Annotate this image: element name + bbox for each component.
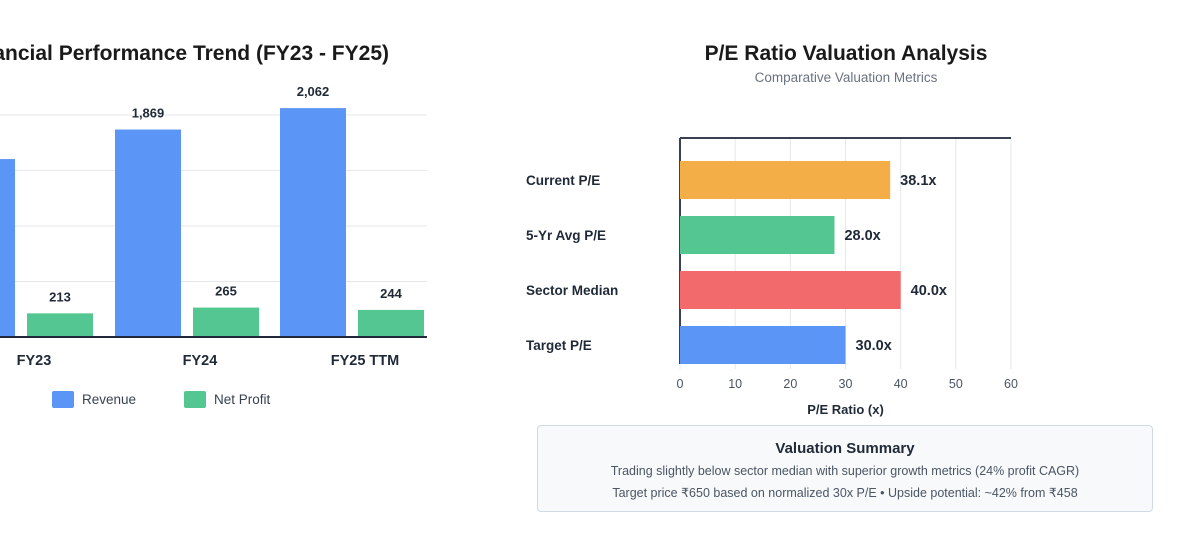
- bar-net-profit-fy25-ttm: [358, 309, 424, 337]
- x-tick-label-0: 0: [677, 377, 684, 391]
- data-label-net-profit-fy24: 265: [215, 284, 237, 299]
- valuation-summary-line-2: Target price ₹650 based on normalized 30…: [612, 486, 1078, 500]
- legend-revenue: Revenue: [52, 391, 136, 408]
- bar-revenue-fy24: [115, 129, 181, 337]
- bar-net-profit-fy24: [193, 307, 259, 337]
- data-label-5-yr-avg-p-e: 28.0x: [844, 228, 880, 244]
- valuation-summary-title: Valuation Summary: [775, 440, 915, 457]
- bar-revenue-fy25-ttm: [280, 108, 346, 337]
- legend-revenue-swatch: [52, 391, 74, 408]
- bar-net-profit-fy23: [27, 313, 93, 337]
- x-tick-label-20: 20: [783, 377, 797, 391]
- data-label-net-profit-fy23: 213: [49, 289, 71, 304]
- bar-current-p-e: [680, 161, 891, 199]
- x-tick-label-fy25-ttm: FY25 TTM: [331, 353, 399, 369]
- y-tick-label-5-yr-avg-p-e: 5-Yr Avg P/E: [526, 228, 606, 243]
- legend-net-profit: Net Profit: [184, 391, 270, 408]
- y-tick-label-sector-median: Sector Median: [526, 283, 618, 298]
- bar-sector-median: [680, 271, 901, 309]
- right-chart-subtitle: Comparative Valuation Metrics: [754, 70, 938, 85]
- pe-bar-chart: 0 10 20 30 40 50 60 38.1x Current P/E 28.0x 5-Yr A…: [526, 137, 1018, 417]
- y-tick-label-target-p-e: Target P/E: [526, 338, 592, 353]
- right-chart-title: P/E Ratio Valuation Analysis: [704, 42, 988, 65]
- legend-net-profit-label: Net Profit: [214, 392, 271, 407]
- data-label-revenue-fy24: 1,869: [132, 106, 165, 121]
- legend-revenue-label: Revenue: [82, 392, 137, 407]
- data-label-net-profit-fy25-ttm: 244: [380, 286, 402, 301]
- x-tick-label-10: 10: [728, 377, 742, 391]
- data-label-revenue-fy25-ttm: 2,062: [297, 84, 330, 99]
- x-tick-label-fy23: FY23: [17, 353, 52, 369]
- x-tick-label-30: 30: [839, 377, 853, 391]
- valuation-summary-box: Valuation Summary Trading slightly below…: [537, 425, 1153, 512]
- data-label-sector-median: 40.0x: [911, 283, 947, 299]
- x-tick-label-50: 50: [949, 377, 963, 391]
- bar-target-p-e: [680, 326, 846, 364]
- bar-revenue-fy23: [0, 159, 15, 337]
- data-label-current-p-e: 38.1x: [900, 173, 936, 189]
- left-chart-title: Financial Performance Trend (FY23 - FY25…: [0, 42, 389, 65]
- x-tick-label-fy24: FY24: [183, 353, 218, 369]
- y-tick-label-current-p-e: Current P/E: [526, 173, 600, 188]
- data-label-target-p-e: 30.0x: [856, 338, 892, 354]
- x-axis-title: P/E Ratio (x): [807, 402, 884, 417]
- x-tick-label-40: 40: [894, 377, 908, 391]
- bar-5-yr-avg-p-e: [680, 216, 835, 254]
- valuation-summary-line-1: Trading slightly below sector median wit…: [610, 464, 1080, 478]
- legend-net-profit-swatch: [184, 391, 206, 408]
- x-tick-label-60: 60: [1004, 377, 1018, 391]
